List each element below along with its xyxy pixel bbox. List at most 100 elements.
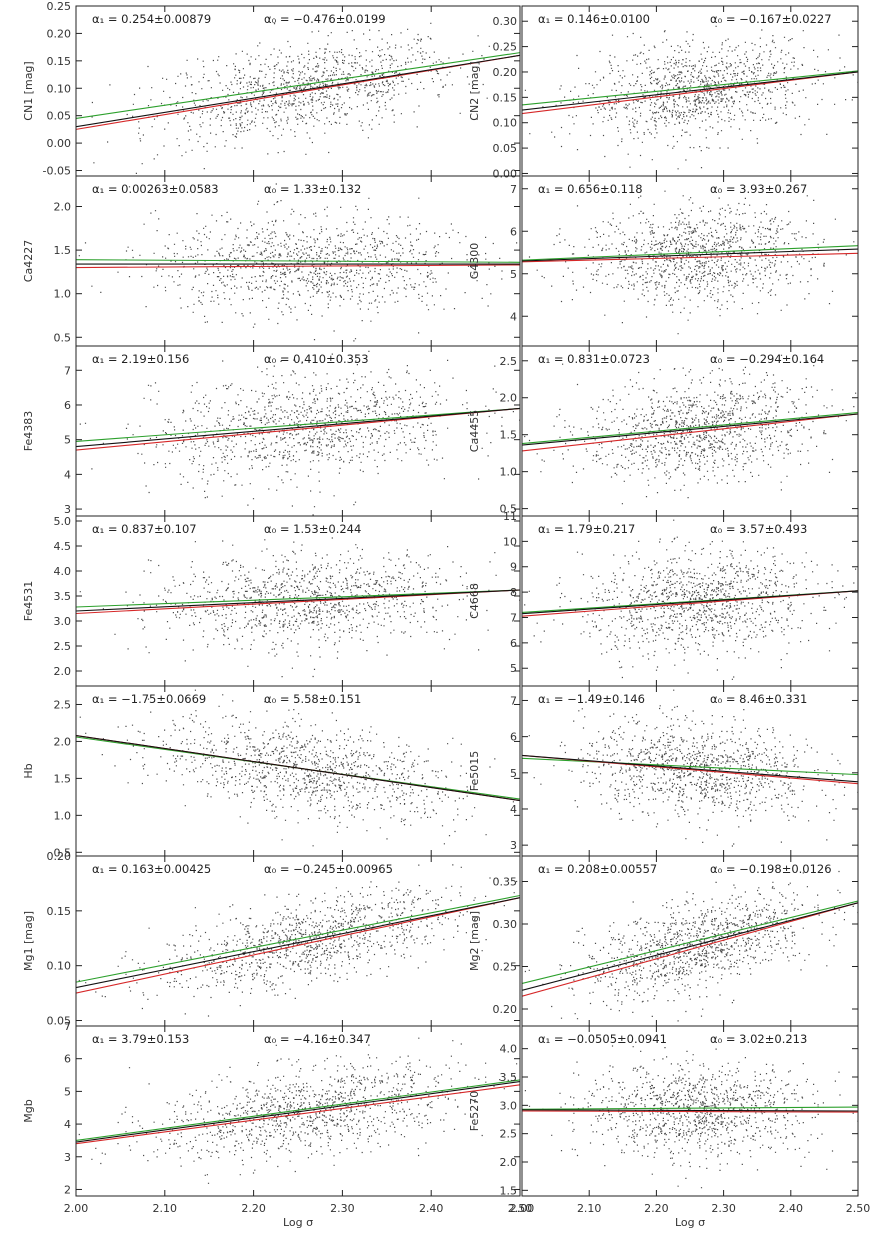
y-tick-label: 7 xyxy=(510,694,517,707)
scatter-points xyxy=(524,519,857,680)
y-tick-label: 6 xyxy=(64,1053,71,1066)
slope-label: α₁ = −0.0505±0.0941 xyxy=(538,1032,667,1046)
scatter-point-set xyxy=(78,864,518,1017)
y-tick-label: 2.0 xyxy=(500,1156,518,1169)
y-axis-label: Fe4531 xyxy=(22,581,35,622)
x-axis-label: Log σ xyxy=(675,1216,705,1229)
x-axis-label: Log σ xyxy=(283,1216,313,1229)
red-fit-line xyxy=(76,264,520,269)
y-tick-label: 0.30 xyxy=(493,15,518,28)
y-tick-label: 1.0 xyxy=(54,809,72,822)
slope-label: α₁ = 0.208±0.00557 xyxy=(538,862,657,876)
scatter-point-set xyxy=(91,16,490,174)
green-fit-line xyxy=(522,1106,858,1110)
y-tick-label: 0.15 xyxy=(47,55,72,68)
y-tick-label: 0.10 xyxy=(47,960,72,973)
y-tick-label: 0.10 xyxy=(47,82,72,95)
y-tick-label: 5 xyxy=(510,268,517,281)
intercept-label: α₀ = 3.57±0.493 xyxy=(710,522,807,536)
scatter-points xyxy=(524,25,858,170)
y-axis-label: CN2 [mag] xyxy=(468,61,481,120)
y-tick-label: 0.25 xyxy=(493,961,518,974)
panel-frame xyxy=(75,1025,521,1197)
panel-c4668: 5 6 7 8 9 10 11 C4668 α₁ = 1.79±0.217 α₀ = 3.57±0… xyxy=(468,510,859,687)
y-tick-label: -0.05 xyxy=(43,165,71,178)
scatter-point-set xyxy=(524,354,857,505)
intercept-label: α₀ = −0.198±0.0126 xyxy=(710,862,832,876)
y-tick-label: 2.0 xyxy=(54,201,72,214)
slope-label: α₁ = −1.49±0.146 xyxy=(538,692,645,706)
y-tick-label: 4 xyxy=(64,468,71,481)
green-fit-line xyxy=(76,589,520,608)
y-tick-label: 6 xyxy=(510,637,517,650)
panel-fe5015: 3 4 5 6 7 Fe5015 α₁ = −1.49±0.146 α₀ = 8.46±0.3… xyxy=(468,685,859,857)
intercept-label: α₀ = −4.16±0.347 xyxy=(264,1032,371,1046)
y-tick-label: 5 xyxy=(64,1085,71,1098)
y-tick-label: 1.5 xyxy=(54,244,72,257)
green-fit-line xyxy=(76,407,520,442)
y-axis-label: Hb xyxy=(22,763,35,778)
panel-fe5270: 1.5 2.0 2.5 3.0 3.5 4.0 2.00 2.10 2.20 2.30 2.40 2.… xyxy=(468,1025,870,1215)
red-fit-line xyxy=(522,252,858,263)
green-fit-line xyxy=(76,52,520,119)
y-tick-label: 0.00 xyxy=(47,137,72,150)
panel-hb: 0.5 1.0 1.5 2.0 2.5 Hb α₁ = −1.75±0.0669 α₀ = 5… xyxy=(22,685,521,859)
red-fit-line xyxy=(522,413,858,452)
intercept-label: α₀ = 0.410±0.353 xyxy=(264,352,369,366)
y-axis-label: Mg1 [mag] xyxy=(22,911,35,971)
slope-label: α₁ = 0.837±0.107 xyxy=(92,522,197,536)
y-tick-label: 2.0 xyxy=(54,735,72,748)
y-tick-label: 3 xyxy=(64,1151,71,1164)
y-tick-label: 6 xyxy=(64,399,71,412)
y-tick-label: 9 xyxy=(510,561,517,574)
y-tick-label: 0.15 xyxy=(493,91,518,104)
y-axis-label: Mg2 [mag] xyxy=(468,911,481,971)
x-tick-label: 2.20 xyxy=(644,1202,669,1215)
y-axis-label: CN1 [mag] xyxy=(22,61,35,120)
black-fit-line xyxy=(522,590,858,615)
slope-label: α₁ = 0.254±0.00879 xyxy=(92,12,211,26)
black-fit-line xyxy=(76,734,520,802)
intercept-label: α₀ = 5.58±0.151 xyxy=(264,692,361,706)
black-fit-line xyxy=(522,754,858,783)
red-fit-line xyxy=(76,1084,520,1145)
x-tick-label: 2.10 xyxy=(153,1202,178,1215)
intercept-label: α₀ = −0.294±0.164 xyxy=(710,352,824,366)
y-tick-label: 5 xyxy=(510,662,517,675)
panel-ca4227: 0.5 1.0 1.5 2.0 Ca4227 α₁ = 0.00263±0.0583 α₀ … xyxy=(22,175,521,347)
red-fit-line xyxy=(522,71,858,115)
y-tick-label: 0.00 xyxy=(493,167,518,180)
intercept-label: α₀ = 1.53±0.244 xyxy=(264,522,361,536)
scatter-point-set xyxy=(524,1045,858,1189)
panel-frame xyxy=(521,1025,859,1197)
y-tick-label: 2.5 xyxy=(500,355,518,368)
scatter-point-set xyxy=(524,519,857,680)
slope-label: α₁ = 2.19±0.156 xyxy=(92,352,189,366)
scatter-point-set xyxy=(78,1037,518,1184)
y-axis-label: G4300 xyxy=(468,243,481,280)
black-fit-line xyxy=(76,407,520,448)
y-tick-label: 11 xyxy=(503,510,517,523)
y-tick-label: 4.5 xyxy=(54,540,72,553)
y-axis-label: Mgb xyxy=(22,1099,35,1122)
x-tick-label: 2.40 xyxy=(419,1202,444,1215)
black-fit-line xyxy=(76,897,520,989)
scatter-points xyxy=(91,16,490,174)
panel-mg1-mag-: 0.05 0.10 0.15 0.20 Mg1 [mag] α₁ = 0.163±0.00… xyxy=(22,850,521,1028)
black-fit-line xyxy=(76,589,520,612)
y-tick-label: 0.20 xyxy=(493,1003,518,1016)
y-tick-label: 3.5 xyxy=(54,590,72,603)
x-tick-label: 2.00 xyxy=(510,1202,535,1215)
y-tick-label: 0.5 xyxy=(54,846,72,859)
scatter-points xyxy=(528,190,855,335)
y-tick-label: 5 xyxy=(510,767,517,780)
red-fit-line xyxy=(76,407,520,451)
y-tick-label: 0.20 xyxy=(47,27,72,40)
y-tick-label: 0.30 xyxy=(493,918,518,931)
scatter-point-set xyxy=(528,689,858,847)
scatter-point-set xyxy=(528,190,855,335)
scatter-points xyxy=(524,354,857,505)
y-tick-label: 0.15 xyxy=(47,905,72,918)
slope-label: α₁ = 3.79±0.153 xyxy=(92,1032,189,1046)
